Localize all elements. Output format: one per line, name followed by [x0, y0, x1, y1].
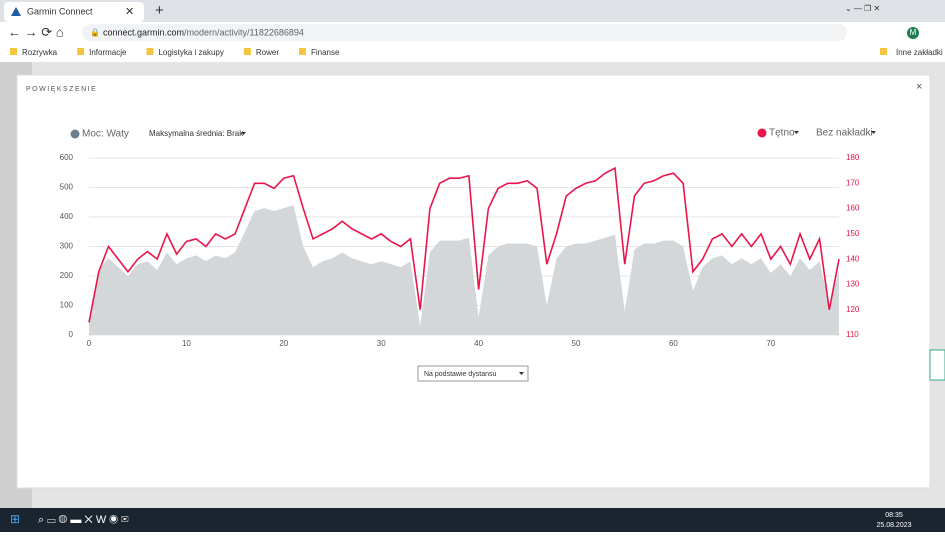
overlay-select[interactable]: Bez nakładki	[816, 128, 873, 139]
clock-date: 25.08.2023	[876, 522, 911, 529]
legend-hr[interactable]: Tętno	[769, 128, 795, 139]
dropdown-arrow	[241, 132, 246, 135]
window-controls[interactable]: ⌄ — ❐ ✕	[845, 4, 880, 13]
x-tick-label: 40	[474, 339, 483, 348]
tab-title: Garmin Connect	[27, 6, 93, 16]
folder-icon	[243, 48, 251, 55]
bookmark[interactable]: Informacje	[89, 48, 127, 57]
y2-tick-label: 120	[846, 305, 860, 314]
folder-icon	[77, 48, 85, 55]
folder-icon	[146, 48, 154, 55]
y2-tick-label: 170	[846, 178, 860, 187]
y-tick-label: 500	[60, 183, 74, 192]
address-bar[interactable]	[82, 24, 847, 41]
dropdown-arrow	[794, 131, 799, 134]
hr-line	[88, 166, 840, 323]
avatar-letter: M	[910, 28, 917, 37]
bookmark[interactable]: Logistyka i zakupy	[158, 48, 223, 57]
legend-swatch	[757, 128, 767, 138]
bookmark[interactable]: Rozrywka	[22, 48, 58, 57]
taskbar-icons[interactable]: ⌕ ▭ ◍ ▬ ✕ W ◉ ✉	[38, 514, 129, 526]
start-button[interactable]: ⊞	[10, 512, 20, 526]
side-widget[interactable]	[929, 349, 945, 381]
y-tick-label: 0	[69, 330, 74, 339]
folder-icon	[880, 48, 887, 55]
folder-icon	[298, 48, 306, 55]
average-select[interactable]: Maksymalna średnia: Brak	[149, 129, 244, 138]
taskbar	[0, 508, 945, 532]
modal-title: POWIĘKSZENIE	[26, 86, 97, 93]
y2-tick-label: 140	[846, 254, 860, 263]
y2-tick-label: 180	[846, 153, 860, 162]
x-tick-label: 50	[572, 339, 581, 348]
other-bookmarks[interactable]: Inne zakładki	[896, 48, 943, 57]
x-tick-label: 0	[87, 339, 92, 348]
tab-strip	[0, 0, 945, 22]
nav-buttons[interactable]: ← → ⟳ ⌂	[8, 24, 64, 39]
plot: 0100200300400500600110120130140150160170…	[60, 153, 860, 348]
y-tick-label: 600	[60, 153, 74, 162]
x-tick-label: 20	[279, 339, 288, 348]
x-tick-label: 60	[669, 339, 678, 348]
tab-icon	[11, 7, 21, 16]
folder-icon	[10, 48, 17, 55]
legend-swatch	[70, 129, 80, 139]
y-tick-label: 300	[60, 242, 74, 251]
distance-dropdown-label: Na podstawie dystansu	[424, 371, 496, 378]
legend-power[interactable]: Moc: Waty	[82, 129, 129, 140]
avatar[interactable]	[907, 27, 919, 39]
lock-icon: 🔒	[90, 28, 100, 37]
distance-dropdown[interactable]	[417, 365, 529, 382]
y-tick-label: 400	[60, 212, 74, 221]
y2-tick-label: 130	[846, 280, 860, 289]
y2-tick-label: 160	[846, 204, 860, 213]
clock-time: 08:35	[885, 512, 903, 519]
new-tab[interactable]: +	[155, 2, 164, 19]
y-tick-label: 100	[60, 301, 74, 310]
x-tick-label: 70	[766, 339, 775, 348]
tab[interactable]	[4, 2, 144, 22]
modal-close[interactable]: ×	[916, 81, 922, 93]
y-tick-label: 200	[60, 271, 74, 280]
y2-tick-label: 110	[846, 330, 859, 339]
tab-close[interactable]: ✕	[125, 6, 134, 18]
power-area	[89, 205, 839, 335]
dropdown-arrow	[519, 372, 524, 375]
bookmark[interactable]: Rower	[256, 48, 279, 57]
url-path: /modern/activity/11822686894	[184, 27, 304, 37]
y2-tick-label: 150	[846, 229, 860, 238]
dropdown-arrow	[871, 131, 876, 134]
bookmarks-bar: Rozrywka Informacje Logistyka i zakupy Rowe…	[10, 48, 340, 57]
x-tick-label: 30	[377, 339, 386, 348]
bookmark[interactable]: Finanse	[311, 48, 340, 57]
url-domain: connect.garmin.com	[103, 27, 184, 37]
x-tick-label: 10	[182, 339, 191, 348]
